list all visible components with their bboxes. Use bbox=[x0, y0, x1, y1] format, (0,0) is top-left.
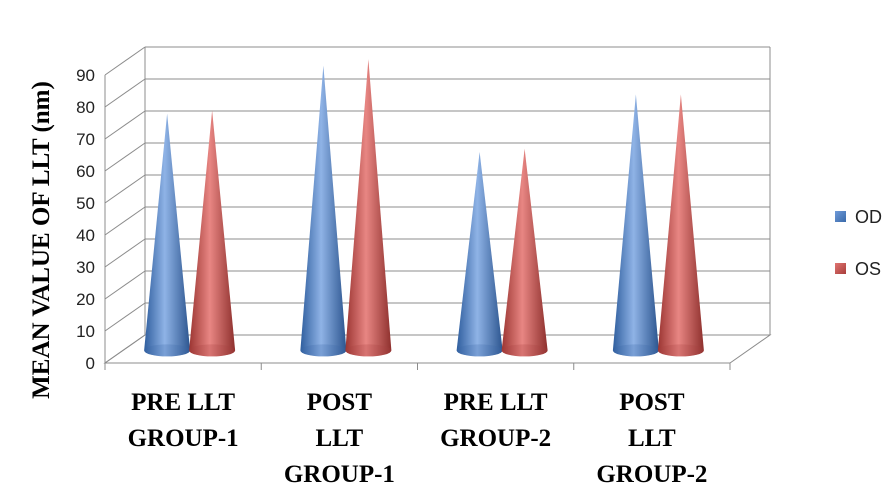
cone-body bbox=[501, 148, 548, 357]
side-gridline bbox=[104, 174, 146, 204]
cone-body bbox=[189, 110, 236, 357]
y-tick-label: 90 bbox=[76, 66, 95, 85]
cone-base bbox=[501, 344, 548, 357]
cone-od bbox=[612, 94, 659, 357]
cone-base bbox=[144, 344, 191, 357]
cone-base bbox=[612, 344, 659, 357]
cone-base bbox=[657, 344, 704, 357]
cone-body bbox=[456, 152, 503, 357]
y-tick-label: 0 bbox=[86, 354, 95, 373]
cone-base bbox=[345, 344, 392, 357]
cone-os bbox=[189, 110, 236, 357]
floor bbox=[103, 334, 772, 364]
y-tick-label: 70 bbox=[76, 130, 95, 149]
cone-body bbox=[612, 94, 659, 357]
side-gridline bbox=[104, 110, 146, 140]
cone-os bbox=[501, 148, 548, 357]
side-gridline bbox=[104, 238, 146, 268]
y-axis-title: MEAN VALUE OF LLT (nm) bbox=[28, 81, 55, 399]
legend-swatch-os bbox=[835, 263, 846, 274]
y-tick-label: 20 bbox=[76, 290, 95, 309]
y-tick-label: 80 bbox=[76, 98, 95, 117]
cone-body bbox=[144, 113, 191, 357]
side-gridline bbox=[104, 270, 146, 300]
cone-base bbox=[456, 344, 503, 357]
cone-os bbox=[345, 59, 392, 357]
legend: OD OS bbox=[835, 207, 882, 279]
cone-body bbox=[345, 59, 392, 357]
x-tick-label: POST LLT GROUP-2 bbox=[596, 389, 707, 488]
axes bbox=[103, 75, 772, 370]
y-tick-label: 60 bbox=[76, 162, 95, 181]
y-tick-label: 10 bbox=[76, 322, 95, 341]
cone-base bbox=[189, 344, 236, 357]
x-tick-label: PRE LLT GROUP-2 bbox=[440, 389, 551, 452]
x-tick-label: POST LLT GROUP-1 bbox=[284, 389, 395, 488]
side-gridline bbox=[104, 142, 146, 172]
cone-od bbox=[300, 65, 347, 357]
gridlines bbox=[104, 46, 771, 364]
cone-base bbox=[300, 344, 347, 357]
cone-body bbox=[657, 94, 704, 357]
cone-od bbox=[144, 113, 191, 357]
cone-os bbox=[657, 94, 704, 357]
cone-body bbox=[300, 65, 347, 357]
plot-area bbox=[144, 59, 704, 357]
x-tick-label: PRE LLT GROUP-1 bbox=[128, 389, 239, 452]
side-gridline bbox=[104, 46, 146, 76]
y-tick-label: 50 bbox=[76, 194, 95, 213]
legend-label-os: OS bbox=[855, 259, 881, 279]
side-gridline bbox=[104, 78, 146, 108]
legend-label-od: OD bbox=[855, 207, 882, 227]
side-gridline bbox=[104, 206, 146, 236]
cone-od bbox=[456, 152, 503, 357]
side-gridline bbox=[104, 302, 146, 332]
y-tick-label: 30 bbox=[76, 258, 95, 277]
labels: 0 10 20 30 40 50 60 70 80 90 PRE LLT GROUP-1 POST LLT… bbox=[76, 66, 707, 488]
y-tick-label: 40 bbox=[76, 226, 95, 245]
legend-swatch-od bbox=[835, 211, 846, 222]
